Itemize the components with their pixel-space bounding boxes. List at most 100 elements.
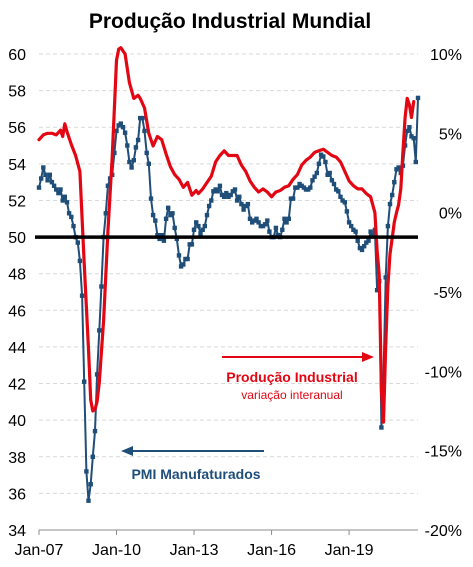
pmi-point [90, 454, 95, 459]
pmi-point [88, 482, 93, 487]
x-tick-label: Jan-13 [170, 542, 219, 559]
pmi-point [97, 328, 102, 333]
pmi-point [64, 200, 70, 205]
pmi-point [206, 203, 212, 209]
pmi-point [390, 192, 395, 198]
pmi-point [196, 223, 201, 229]
pmi-point [181, 262, 186, 267]
x-tick-label: Jan-19 [325, 542, 374, 559]
pmi-point [344, 209, 350, 214]
pmi-point [163, 216, 169, 221]
pmi-point [217, 183, 223, 188]
pmi-point [407, 125, 412, 130]
pmi-point [316, 161, 322, 166]
pmi-point [43, 172, 48, 177]
pmi-point [314, 170, 319, 176]
pmi-point [176, 253, 182, 258]
pmi-point [77, 258, 83, 264]
pmi-point [142, 128, 147, 134]
pmi-point [359, 247, 365, 253]
pmi-point [54, 187, 59, 192]
y-left-tick-label: 50 [8, 230, 26, 247]
pmi-point [148, 196, 154, 201]
y-right-tick-label: 0% [439, 206, 462, 223]
y-right-tick-label: -5% [434, 285, 462, 302]
pmi-point [86, 498, 91, 503]
pmi-point [189, 242, 195, 247]
pmi-point [144, 150, 149, 156]
pmi-point [312, 174, 317, 179]
y-left-tick-label: 48 [8, 267, 26, 284]
pmi-point [41, 165, 46, 170]
y-left-tick-label: 44 [8, 340, 26, 357]
pmi-point [405, 128, 410, 134]
y-left-tick-label: 34 [8, 523, 26, 540]
y-right-tick-label: 5% [439, 126, 462, 143]
pmi-point [159, 233, 164, 238]
pmi-point [185, 256, 190, 262]
pmi-point [135, 137, 141, 143]
pmi-point [94, 372, 100, 377]
arrow-right-head [362, 352, 374, 362]
series [36, 46, 421, 503]
pmi-point [349, 223, 354, 229]
pmi-point [267, 229, 272, 234]
pmi-point [338, 194, 343, 199]
pmi-point [47, 172, 52, 177]
pmi-point [222, 194, 227, 199]
grid [39, 53, 418, 494]
pmi-point [105, 183, 111, 188]
pmi-point [120, 125, 126, 130]
pmi-point [247, 216, 253, 221]
x-tick-label: Jan-16 [247, 542, 296, 559]
pmi-point [411, 136, 416, 141]
pmi-point [310, 178, 315, 183]
pmi-point [194, 220, 199, 225]
pmi-point [58, 187, 63, 192]
pmi-point [174, 236, 179, 242]
pmi-point [82, 379, 87, 384]
pmi-point [62, 194, 67, 199]
pmi-point [385, 223, 391, 229]
pmi-point [387, 201, 393, 207]
pmi-point [308, 185, 313, 190]
x-tick-label: Jan-07 [15, 542, 64, 559]
y-left-tick-label: 40 [8, 413, 26, 430]
pmi-point [245, 201, 251, 207]
pmi-point [239, 201, 244, 207]
pmi-point [204, 212, 210, 218]
industrial-production-series-line [37, 46, 416, 424]
pmi-point [161, 238, 167, 243]
pmi-point [340, 198, 345, 203]
pmi-point [392, 180, 397, 185]
axes: 34 36 38 40 42 44 46 48 50 52 54 56 58 60 -20% -15% -10%… [8, 47, 462, 559]
pmi-point [286, 216, 291, 221]
pmi-point [155, 233, 160, 238]
y-left-tick-label: 58 [8, 84, 26, 101]
y-left-tick-label: 60 [8, 47, 26, 64]
pmi-point [224, 190, 229, 196]
pmi-point [254, 216, 259, 221]
pmi-point [99, 284, 104, 289]
pmi-point [66, 211, 72, 216]
y-right-tick-label: -10% [425, 364, 462, 381]
y-right-tick-label: -15% [425, 444, 462, 461]
pmi-point [200, 227, 205, 232]
pmi-point [56, 190, 61, 196]
annotation-variacao-interanual: variação interanual [241, 388, 342, 402]
pmi-point [237, 194, 242, 199]
pmi-point [127, 159, 132, 165]
pmi-point [368, 229, 373, 234]
pmi-point [131, 158, 136, 163]
pmi-series-line [38, 96, 419, 502]
pmi-point [166, 205, 171, 210]
pmi-point [282, 216, 287, 221]
pmi-point [114, 128, 119, 134]
y-left-tick-label: 56 [8, 120, 26, 137]
pmi-point [79, 293, 85, 298]
pmi-point [150, 212, 156, 218]
pmi-point [273, 225, 279, 231]
pmi-point [355, 238, 360, 243]
pmi-point [170, 211, 175, 216]
